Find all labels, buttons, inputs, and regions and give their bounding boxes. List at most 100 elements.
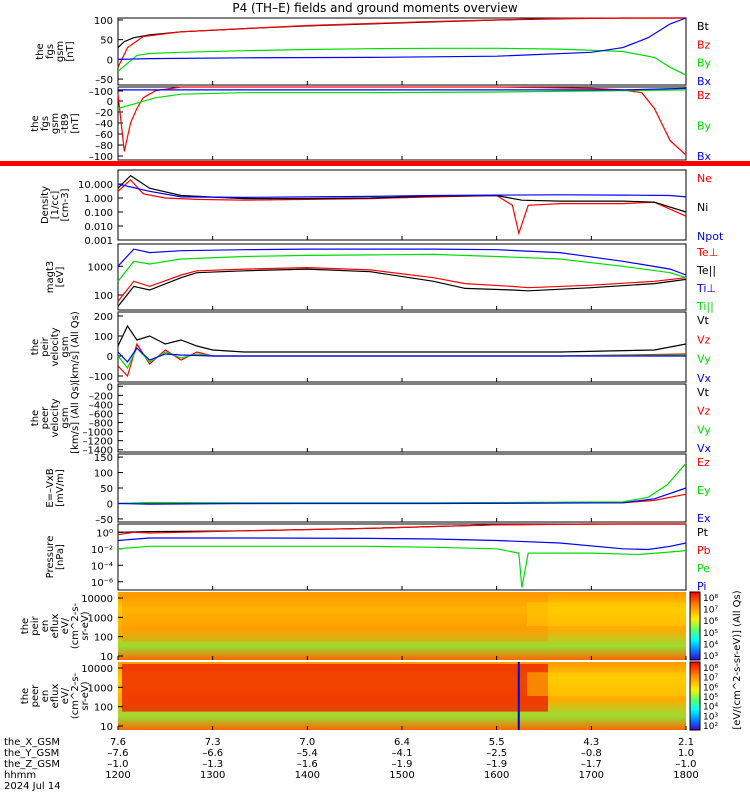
y-axis-label: eV/ xyxy=(60,687,71,704)
legend-entry-ni: Ni xyxy=(697,201,708,214)
series-line-pb xyxy=(117,523,686,536)
y-tick-label: –50 xyxy=(95,75,113,86)
time-axis-value: –7.6 xyxy=(108,748,129,759)
time-axis-value: 1500 xyxy=(389,770,414,781)
legend-entry-ex: Ex xyxy=(697,512,711,525)
y-tick-label: 0.010 xyxy=(84,222,113,233)
series-line-ni xyxy=(117,174,687,213)
colorbar-label: 10⁴ xyxy=(703,640,718,650)
colorbar-label: 10³ xyxy=(703,712,718,722)
y-tick-label: 100 xyxy=(94,16,113,27)
y-axis-label: -t89 xyxy=(60,113,71,133)
time-axis-row-label: the_X_GSM xyxy=(4,737,60,748)
series-line-vz xyxy=(117,342,687,378)
y-axis-label: the xyxy=(30,410,41,426)
colorbar-label: 10⁷ xyxy=(703,606,718,616)
y-tick-label: 50 xyxy=(100,484,113,495)
series-line-bz xyxy=(117,17,687,68)
y-axis-label: sr-eV) xyxy=(80,681,91,710)
colorbar-rect xyxy=(689,661,701,731)
colorbar-label: 10⁵ xyxy=(703,629,718,639)
panel-efield: 150 100 50 0 –50 E=–VxB [mV/m] Ez Ey Ex xyxy=(45,453,711,526)
heatmap-hotspot xyxy=(122,594,548,642)
time-axis-value: 4.3 xyxy=(583,737,599,748)
time-axis-value: 7.6 xyxy=(110,737,126,748)
panel-frame xyxy=(117,523,687,591)
legend-entry-bz: Bz xyxy=(697,38,711,51)
legend-entry-vx: Vx xyxy=(697,442,712,455)
time-axis-value: 7.3 xyxy=(205,737,221,748)
colorbar-label: 10⁷ xyxy=(703,674,718,684)
colorbar-label: 10² xyxy=(703,722,718,732)
y-tick-label: –1000 xyxy=(83,428,113,439)
y-axis-label: fgs xyxy=(45,44,56,59)
panel-peir-velocity: 200 100 0 –100 the peir velocity gsm [km/s] (All… xyxy=(30,311,712,385)
legend-entry-vt: Vt xyxy=(697,386,710,399)
y-tick-label: 0 xyxy=(107,499,113,510)
y-tick-label: 1000 xyxy=(88,262,113,273)
y-tick-label: 150 xyxy=(94,453,113,464)
y-tick-label: 0.001 xyxy=(84,236,113,247)
time-axis-row-label: the_Z_GSM xyxy=(4,759,60,770)
y-tick-label: 10000 xyxy=(81,594,113,605)
y-tick-label: 100 xyxy=(94,291,113,302)
legend-entry-ez: Ez xyxy=(697,456,710,469)
y-tick-label: 50 xyxy=(100,36,113,47)
y-axis-label: (cm^2-s- xyxy=(70,602,81,649)
legend-entry-vy: Vy xyxy=(697,353,711,366)
series-line-ti⊥ xyxy=(117,248,687,276)
y-tick-label: 100 xyxy=(94,703,113,714)
y-tick-label: –600 xyxy=(89,409,113,420)
colorbar-label: 10⁶ xyxy=(703,617,718,627)
y-tick-label: 10⁻⁶ xyxy=(91,578,113,589)
y-axis-label: [nPa] xyxy=(55,544,66,570)
series-line-ti|| xyxy=(117,253,687,282)
panel-pressure: 10⁰ 10⁻² 10⁻⁴ 10⁻⁶ Pressure [nPa] Pt Pb Pe Pi xyxy=(45,523,711,593)
y-axis-label: [nT] xyxy=(65,41,76,61)
series-line-bz xyxy=(117,86,687,156)
y-axis-label: peir xyxy=(40,336,51,356)
series-line-pt xyxy=(117,523,686,533)
series-line-te⊥ xyxy=(117,266,687,302)
colorbar-label: 10⁶ xyxy=(703,683,718,693)
y-axis-label: sr-eV) xyxy=(80,611,91,640)
y-tick-label: 10.000 xyxy=(78,180,113,191)
y-tick-label: 0 xyxy=(107,55,113,66)
y-tick-label: 10000 xyxy=(81,664,113,675)
panel-peir-eflux: 10000 1000 100 10 the peir en eflux eV/(cm^2-s-s… xyxy=(20,592,687,663)
legend-entry-bx: Bx xyxy=(697,150,712,163)
colorbar-label: 10⁸ xyxy=(703,664,718,674)
legend-entry-vz: Vz xyxy=(697,333,711,346)
y-tick-label: 0 xyxy=(107,97,113,108)
y-axis-label: [km/s] (All Qs) xyxy=(70,311,81,383)
panel-frame xyxy=(117,383,687,453)
y-tick-label: 100 xyxy=(94,633,113,644)
y-axis-label: [mV/m] xyxy=(55,469,66,507)
time-axis-value: 1200 xyxy=(105,770,130,781)
series-line-by xyxy=(117,89,687,110)
y-tick-label: 0.100 xyxy=(84,208,113,219)
time-axis-value: 1600 xyxy=(484,770,509,781)
time-axis-row-label: hhmm xyxy=(4,770,36,781)
panel-temperature: 1000 100 magt3 [eV] Te⊥ Te|| Ti⊥ Ti|| xyxy=(45,243,718,313)
series-line-ey xyxy=(117,462,687,505)
panel-frame xyxy=(117,86,687,161)
time-axis-value: 1300 xyxy=(200,770,225,781)
y-axis-label: en xyxy=(40,620,51,633)
heatmap-mid-band xyxy=(526,672,686,696)
time-axis-date: 2024 Jul 14 xyxy=(4,781,61,792)
y-tick-label: 0 xyxy=(107,352,113,363)
legend-entry-bz: Bz xyxy=(697,89,711,102)
series-line-by xyxy=(117,47,687,76)
y-tick-label: 1000 xyxy=(88,683,113,694)
series-line-ex xyxy=(117,487,687,505)
y-tick-label: 10 xyxy=(100,722,113,733)
y-axis-label: Pressure xyxy=(45,536,56,579)
y-axis-label: magt3 xyxy=(45,261,56,294)
legend-entry-bx: Bx xyxy=(697,75,712,88)
legend-entry-by: By xyxy=(697,57,712,70)
y-tick-label: 100 xyxy=(94,469,113,480)
